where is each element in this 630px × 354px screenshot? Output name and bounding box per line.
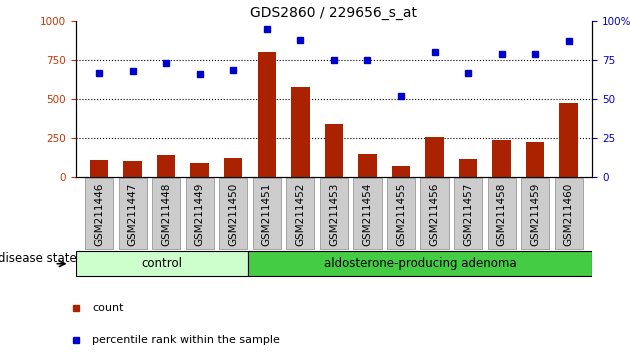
Text: GSM211449: GSM211449 bbox=[195, 183, 205, 246]
Text: GSM211446: GSM211446 bbox=[94, 183, 104, 246]
Bar bbox=[559, 103, 578, 177]
Text: GSM211457: GSM211457 bbox=[463, 183, 473, 246]
Text: GSM211455: GSM211455 bbox=[396, 183, 406, 246]
FancyBboxPatch shape bbox=[118, 178, 147, 249]
FancyBboxPatch shape bbox=[186, 178, 214, 249]
Text: GSM211460: GSM211460 bbox=[564, 183, 574, 246]
FancyBboxPatch shape bbox=[152, 178, 180, 249]
FancyBboxPatch shape bbox=[488, 178, 516, 249]
Bar bbox=[224, 158, 243, 177]
Text: count: count bbox=[92, 303, 123, 313]
FancyBboxPatch shape bbox=[253, 178, 281, 249]
Text: GSM211447: GSM211447 bbox=[128, 183, 137, 246]
Bar bbox=[526, 142, 544, 177]
Text: GSM211456: GSM211456 bbox=[430, 183, 440, 246]
FancyBboxPatch shape bbox=[521, 178, 549, 249]
Text: GSM211448: GSM211448 bbox=[161, 183, 171, 246]
FancyBboxPatch shape bbox=[454, 178, 482, 249]
Bar bbox=[324, 124, 343, 177]
Bar bbox=[157, 155, 175, 177]
Text: GSM211454: GSM211454 bbox=[362, 183, 372, 246]
Bar bbox=[123, 161, 142, 177]
Text: GSM211450: GSM211450 bbox=[228, 183, 238, 246]
Bar bbox=[493, 141, 511, 177]
FancyBboxPatch shape bbox=[353, 178, 382, 249]
Title: GDS2860 / 229656_s_at: GDS2860 / 229656_s_at bbox=[250, 6, 418, 20]
Text: GSM211451: GSM211451 bbox=[262, 183, 272, 246]
Bar bbox=[459, 159, 478, 177]
Text: aldosterone-producing adenoma: aldosterone-producing adenoma bbox=[324, 257, 517, 270]
FancyBboxPatch shape bbox=[320, 178, 348, 249]
Bar bbox=[392, 166, 410, 177]
Text: disease state: disease state bbox=[0, 252, 77, 264]
FancyBboxPatch shape bbox=[387, 178, 415, 249]
Text: GSM211452: GSM211452 bbox=[295, 183, 306, 246]
FancyBboxPatch shape bbox=[286, 178, 314, 249]
Bar bbox=[190, 163, 209, 177]
Text: GSM211458: GSM211458 bbox=[496, 183, 507, 246]
FancyBboxPatch shape bbox=[76, 251, 248, 276]
Text: GSM211453: GSM211453 bbox=[329, 183, 339, 246]
Bar bbox=[258, 52, 276, 177]
FancyBboxPatch shape bbox=[248, 251, 592, 276]
FancyBboxPatch shape bbox=[554, 178, 583, 249]
Bar bbox=[425, 137, 444, 177]
Bar bbox=[90, 160, 108, 177]
FancyBboxPatch shape bbox=[219, 178, 248, 249]
Text: control: control bbox=[141, 257, 182, 270]
Text: GSM211459: GSM211459 bbox=[530, 183, 540, 246]
FancyBboxPatch shape bbox=[420, 178, 449, 249]
Text: percentile rank within the sample: percentile rank within the sample bbox=[92, 335, 280, 345]
Bar bbox=[291, 87, 309, 177]
Bar bbox=[358, 154, 377, 177]
FancyBboxPatch shape bbox=[85, 178, 113, 249]
